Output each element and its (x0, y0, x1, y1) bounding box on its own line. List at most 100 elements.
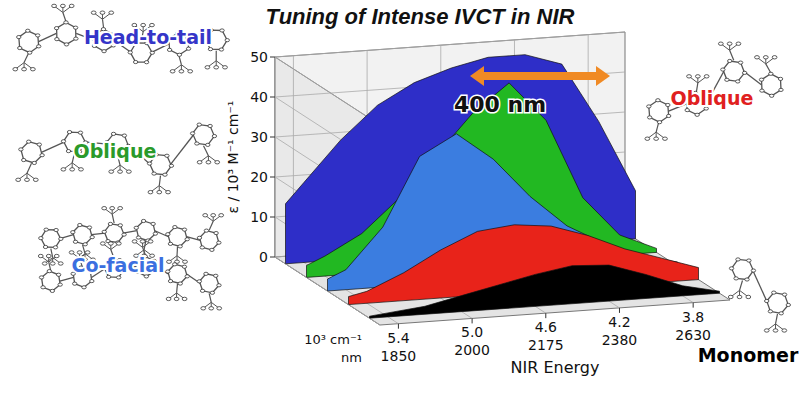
atom (73, 240, 77, 243)
atom (208, 48, 212, 51)
atom (61, 140, 65, 143)
ring (57, 22, 76, 44)
atom (217, 284, 221, 287)
atom (178, 282, 182, 285)
chart: 010203040505.45.04.64.23.818502000217523… (0, 0, 800, 396)
atom (210, 291, 214, 294)
atom (197, 280, 201, 283)
annotation-arrow (596, 66, 610, 86)
atom (90, 279, 94, 282)
atom (174, 297, 179, 300)
atom (751, 269, 755, 272)
atom (108, 222, 112, 225)
atom (185, 275, 189, 278)
atom (177, 53, 181, 56)
atom (165, 154, 169, 157)
tick-mark (398, 324, 399, 329)
atom (13, 68, 18, 71)
atom (769, 72, 773, 75)
ring (732, 259, 754, 279)
bond (112, 214, 114, 223)
atom (704, 75, 709, 78)
tick-label: 2175 (528, 337, 564, 353)
atom (768, 310, 772, 313)
atom (208, 124, 212, 127)
atom (46, 254, 51, 257)
atom (47, 270, 51, 273)
atom (185, 238, 189, 241)
atom (223, 66, 228, 69)
tick-label: 5.4 (387, 330, 409, 346)
atom (116, 242, 121, 245)
atom (779, 88, 783, 91)
atom (144, 61, 148, 64)
atom (212, 135, 216, 138)
atom (17, 35, 21, 38)
atom (32, 161, 36, 164)
atom (721, 68, 725, 71)
series-label: Head-to-tail (84, 26, 212, 48)
atom (654, 137, 659, 140)
ring (199, 274, 219, 293)
atom (152, 172, 156, 175)
atom (759, 78, 763, 81)
atom (110, 207, 115, 210)
atom (214, 231, 218, 234)
atom (173, 263, 177, 266)
atom (746, 295, 751, 298)
atom (74, 37, 78, 40)
series-label: Oblique (671, 87, 754, 109)
atom (122, 134, 126, 137)
atom (50, 289, 54, 292)
tick-mark (545, 313, 546, 318)
series-label: Oblique (74, 140, 157, 162)
atom (111, 132, 115, 135)
atom (19, 148, 23, 151)
atom (209, 307, 214, 310)
atom (210, 248, 214, 251)
grid-line (275, 57, 380, 125)
atom (53, 246, 57, 249)
ring (767, 293, 789, 314)
atom (58, 262, 63, 265)
atom (188, 70, 193, 73)
molecule-structure (16, 123, 220, 194)
atom (778, 77, 782, 80)
atom (59, 237, 63, 240)
bond (60, 277, 74, 281)
atom (211, 214, 216, 217)
atom (656, 99, 660, 102)
atom (102, 230, 106, 233)
atom (39, 237, 43, 240)
atom (64, 43, 68, 46)
atom (66, 149, 70, 152)
atom (167, 48, 171, 51)
atom (140, 240, 145, 243)
atom (44, 228, 48, 231)
atom (734, 277, 738, 280)
atom (54, 27, 58, 30)
atom (67, 130, 71, 133)
atom (763, 56, 768, 59)
atom (755, 56, 760, 59)
atom (747, 259, 751, 262)
molecule-structure (38, 240, 221, 310)
tick-label: 4.2 (608, 314, 630, 330)
atom (64, 21, 68, 24)
atom (148, 190, 153, 193)
atom (78, 223, 82, 226)
atom (108, 242, 113, 245)
atom (200, 289, 204, 292)
atom (78, 131, 82, 134)
annotation-arrow (482, 72, 598, 80)
tick-label: 50 (250, 49, 268, 65)
atom (736, 258, 740, 261)
atom (219, 214, 224, 217)
atom (215, 161, 220, 164)
tick-label: 20 (250, 169, 268, 185)
atom (167, 260, 172, 263)
annotation-arrow (470, 66, 484, 86)
atom (782, 329, 787, 332)
tick-label: 40 (250, 89, 268, 105)
ring (136, 221, 155, 241)
